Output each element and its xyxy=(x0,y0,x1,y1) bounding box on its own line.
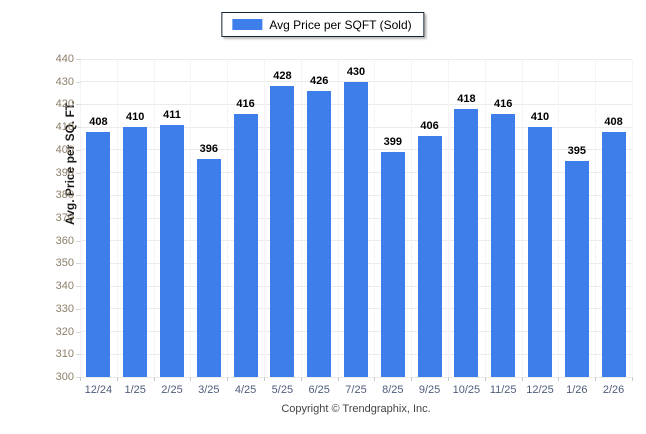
bar[interactable] xyxy=(160,124,184,377)
bar-value-label: 410 xyxy=(530,111,550,124)
column-gridline xyxy=(227,59,228,377)
y-tick-label: 420 xyxy=(55,98,74,111)
y-tick-label: 350 xyxy=(55,257,74,270)
plot-area xyxy=(80,58,633,378)
y-tick-label: 320 xyxy=(55,325,74,338)
y-axis-title: Avg. Price per SQ. FT. xyxy=(63,100,78,225)
x-tick-label: 9/25 xyxy=(418,384,441,396)
legend-swatch xyxy=(232,19,263,30)
bar[interactable] xyxy=(528,127,552,377)
x-tick-label: 8/25 xyxy=(382,384,404,396)
column-gridline xyxy=(374,59,375,377)
y-tick-label: 440 xyxy=(55,53,74,65)
x-tick-label: 7/25 xyxy=(345,384,367,396)
column-gridline xyxy=(558,59,559,377)
x-tick-label: 1/25 xyxy=(124,384,146,396)
y-tick-label: 380 xyxy=(55,189,74,202)
x-tick-label: 1/26 xyxy=(566,384,588,396)
bar-value-label: 396 xyxy=(199,142,218,155)
column-gridline xyxy=(448,59,449,377)
bar[interactable] xyxy=(307,90,332,377)
bar-value-label: 395 xyxy=(567,145,586,158)
gridline xyxy=(80,58,632,60)
y-tick-label: 390 xyxy=(55,166,74,179)
column-gridline xyxy=(411,59,412,377)
bar[interactable] xyxy=(233,113,258,377)
x-tick-label: 3/25 xyxy=(198,384,220,396)
column-gridline xyxy=(338,59,339,377)
x-tick-label: 12/25 xyxy=(526,384,554,396)
column-gridline xyxy=(632,59,633,377)
column-gridline xyxy=(301,59,302,377)
y-tick-label: 310 xyxy=(55,348,74,361)
bar[interactable] xyxy=(491,113,516,377)
copyright-text: Copyright © Trendgraphix, Inc. xyxy=(281,403,431,415)
x-tick-label: 2/26 xyxy=(602,384,625,396)
x-tick-label: 10/25 xyxy=(452,384,481,396)
y-tick-label: 410 xyxy=(55,121,74,134)
bar[interactable] xyxy=(454,108,479,377)
column-gridline xyxy=(117,59,118,377)
bar-value-label: 411 xyxy=(163,108,181,121)
y-tick-label: 330 xyxy=(55,302,74,315)
column-gridline xyxy=(595,59,596,377)
bar-value-label: 418 xyxy=(457,92,476,105)
bar-value-label: 410 xyxy=(126,111,145,124)
bar[interactable] xyxy=(380,152,405,377)
bar[interactable] xyxy=(196,158,221,377)
bar-value-label: 430 xyxy=(346,65,366,78)
bar-value-label: 428 xyxy=(273,70,292,83)
bar[interactable] xyxy=(601,131,626,377)
x-tick-label: 5/25 xyxy=(271,384,294,396)
bar[interactable] xyxy=(417,136,442,377)
x-tick-label: 6/25 xyxy=(308,384,330,396)
column-gridline xyxy=(154,59,155,377)
y-tick-label: 340 xyxy=(55,280,74,293)
y-tick-label: 400 xyxy=(55,143,74,156)
y-tick-label: 300 xyxy=(55,371,74,383)
x-tick-label: 4/25 xyxy=(234,384,257,396)
bar[interactable] xyxy=(344,81,368,377)
column-gridline xyxy=(522,59,523,377)
x-tick-label: 11/25 xyxy=(489,384,517,396)
bar[interactable] xyxy=(564,161,589,377)
y-tick-label: 360 xyxy=(55,234,74,247)
column-gridline xyxy=(190,59,191,377)
bar-value-label: 416 xyxy=(236,97,255,110)
bar[interactable] xyxy=(86,131,111,377)
bar-value-label: 408 xyxy=(604,115,623,128)
bar-value-label: 426 xyxy=(310,74,329,87)
column-gridline xyxy=(264,59,265,377)
y-tick-label: 370 xyxy=(55,212,74,224)
bar[interactable] xyxy=(123,127,148,377)
x-tick-label: 2/25 xyxy=(161,384,183,396)
x-tick-label: 12/24 xyxy=(84,384,113,396)
bar-value-label: 408 xyxy=(89,115,108,128)
column-gridline xyxy=(485,59,486,377)
gridline xyxy=(80,376,632,378)
legend-label: Avg Price per SQFT (Sold) xyxy=(269,17,412,32)
bar-value-label: 399 xyxy=(383,136,402,149)
bar-value-label: 416 xyxy=(494,97,513,110)
legend: Avg Price per SQFT (Sold) xyxy=(221,12,425,37)
bar-value-label: 406 xyxy=(420,120,439,133)
bar[interactable] xyxy=(270,86,295,377)
y-tick-label: 430 xyxy=(55,75,74,88)
